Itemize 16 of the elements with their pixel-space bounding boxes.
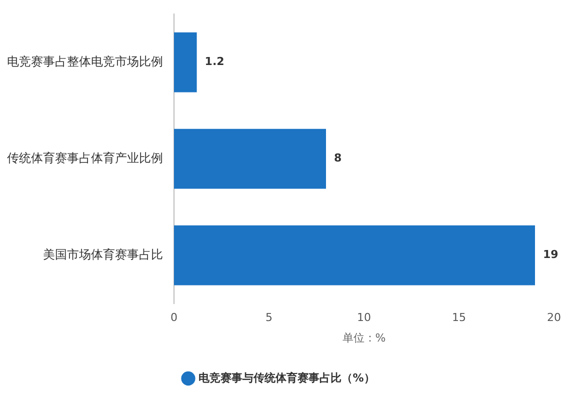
data-label: 1.2 <box>204 55 224 68</box>
y-tick-label: 传统体育赛事占体育产业比例 <box>7 150 163 165</box>
bar <box>174 225 535 286</box>
y-tick-label: 电竞赛事占整体电竞市场比例 <box>7 54 163 68</box>
data-label: 8 <box>334 152 342 165</box>
legend-label: 电竞赛事与传统体育赛事占比（%） <box>198 371 375 384</box>
x-tick-label: 20 <box>547 311 561 324</box>
x-tick-label: 0 <box>170 311 178 324</box>
bar <box>174 128 326 189</box>
x-tick-label: 15 <box>452 311 466 324</box>
x-axis-title: 单位：% <box>342 331 386 344</box>
x-tick-label: 10 <box>357 311 371 324</box>
data-label: 19 <box>543 248 558 262</box>
bar <box>174 32 197 92</box>
x-tick-label: 5 <box>266 311 272 324</box>
y-tick-label: 美国市场体育赛事占比 <box>43 247 163 262</box>
